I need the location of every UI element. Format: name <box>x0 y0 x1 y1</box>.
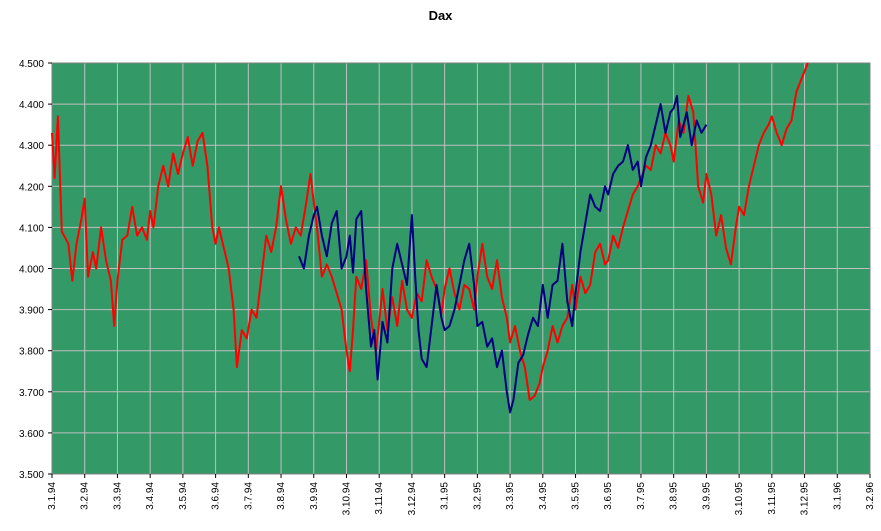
y-tick-label: 4.300 <box>19 141 44 152</box>
x-axis: 3.1.94 3.2.94 3.3.94 3.4.94 3.5.94 3.6.94 3.7.… <box>47 474 876 515</box>
x-tick-label: 3.7.94 <box>243 482 254 510</box>
x-tick-label: 3.11.95 <box>767 482 778 515</box>
x-tick-label: 3.2.96 <box>865 482 876 510</box>
x-tick-label: 3.8.94 <box>276 482 287 510</box>
y-axis: 3.500 3.600 3.700 3.800 3.900 4.000 4.100 4.200… <box>19 59 52 481</box>
y-tick-label: 4.000 <box>19 265 44 276</box>
x-tick-label: 3.12.94 <box>407 482 418 516</box>
y-tick-label: 4.200 <box>19 182 44 193</box>
y-tick-label: 3.500 <box>19 470 44 481</box>
x-tick-label: 3.9.95 <box>701 482 712 510</box>
x-tick-label: 3.5.95 <box>571 482 582 510</box>
x-tick-label: 3.1.95 <box>440 482 451 510</box>
x-tick-label: 3.3.94 <box>112 482 123 510</box>
chart-title: Dax <box>428 8 453 23</box>
series-layer <box>51 62 809 414</box>
x-tick-label: 3.2.94 <box>80 482 91 510</box>
x-tick-label: 3.6.94 <box>211 482 222 510</box>
x-tick-label: 3.3.95 <box>505 482 516 510</box>
x-tick-label: 3.8.95 <box>669 482 680 510</box>
x-tick-label: 3.4.95 <box>538 482 549 510</box>
y-tick-label: 3.800 <box>19 347 44 358</box>
y-tick-label: 4.500 <box>19 59 44 70</box>
x-tick-label: 3.1.96 <box>832 482 843 510</box>
series-line-1 <box>51 62 809 401</box>
x-tick-label: 3.10.94 <box>341 482 352 516</box>
x-tick-label: 3.1.94 <box>47 482 58 510</box>
y-tick-label: 3.600 <box>19 429 44 440</box>
x-tick-label: 3.7.95 <box>636 482 647 510</box>
x-tick-label: 3.5.94 <box>178 482 189 510</box>
x-tick-label: 3.12.95 <box>800 482 811 516</box>
y-tick-label: 4.100 <box>19 223 44 234</box>
x-tick-label: 3.9.94 <box>309 482 320 510</box>
x-tick-label: 3.6.95 <box>603 482 614 510</box>
x-tick-label: 3.11.94 <box>374 482 385 515</box>
x-tick-label: 3.2.95 <box>472 482 483 510</box>
y-tick-label: 3.900 <box>19 306 44 317</box>
y-tick-label: 4.400 <box>19 100 44 111</box>
x-tick-label: 3.10.95 <box>734 482 745 516</box>
y-tick-label: 3.700 <box>19 388 44 399</box>
series-line-2 <box>298 94 708 414</box>
x-tick-label: 3.4.94 <box>145 482 156 510</box>
